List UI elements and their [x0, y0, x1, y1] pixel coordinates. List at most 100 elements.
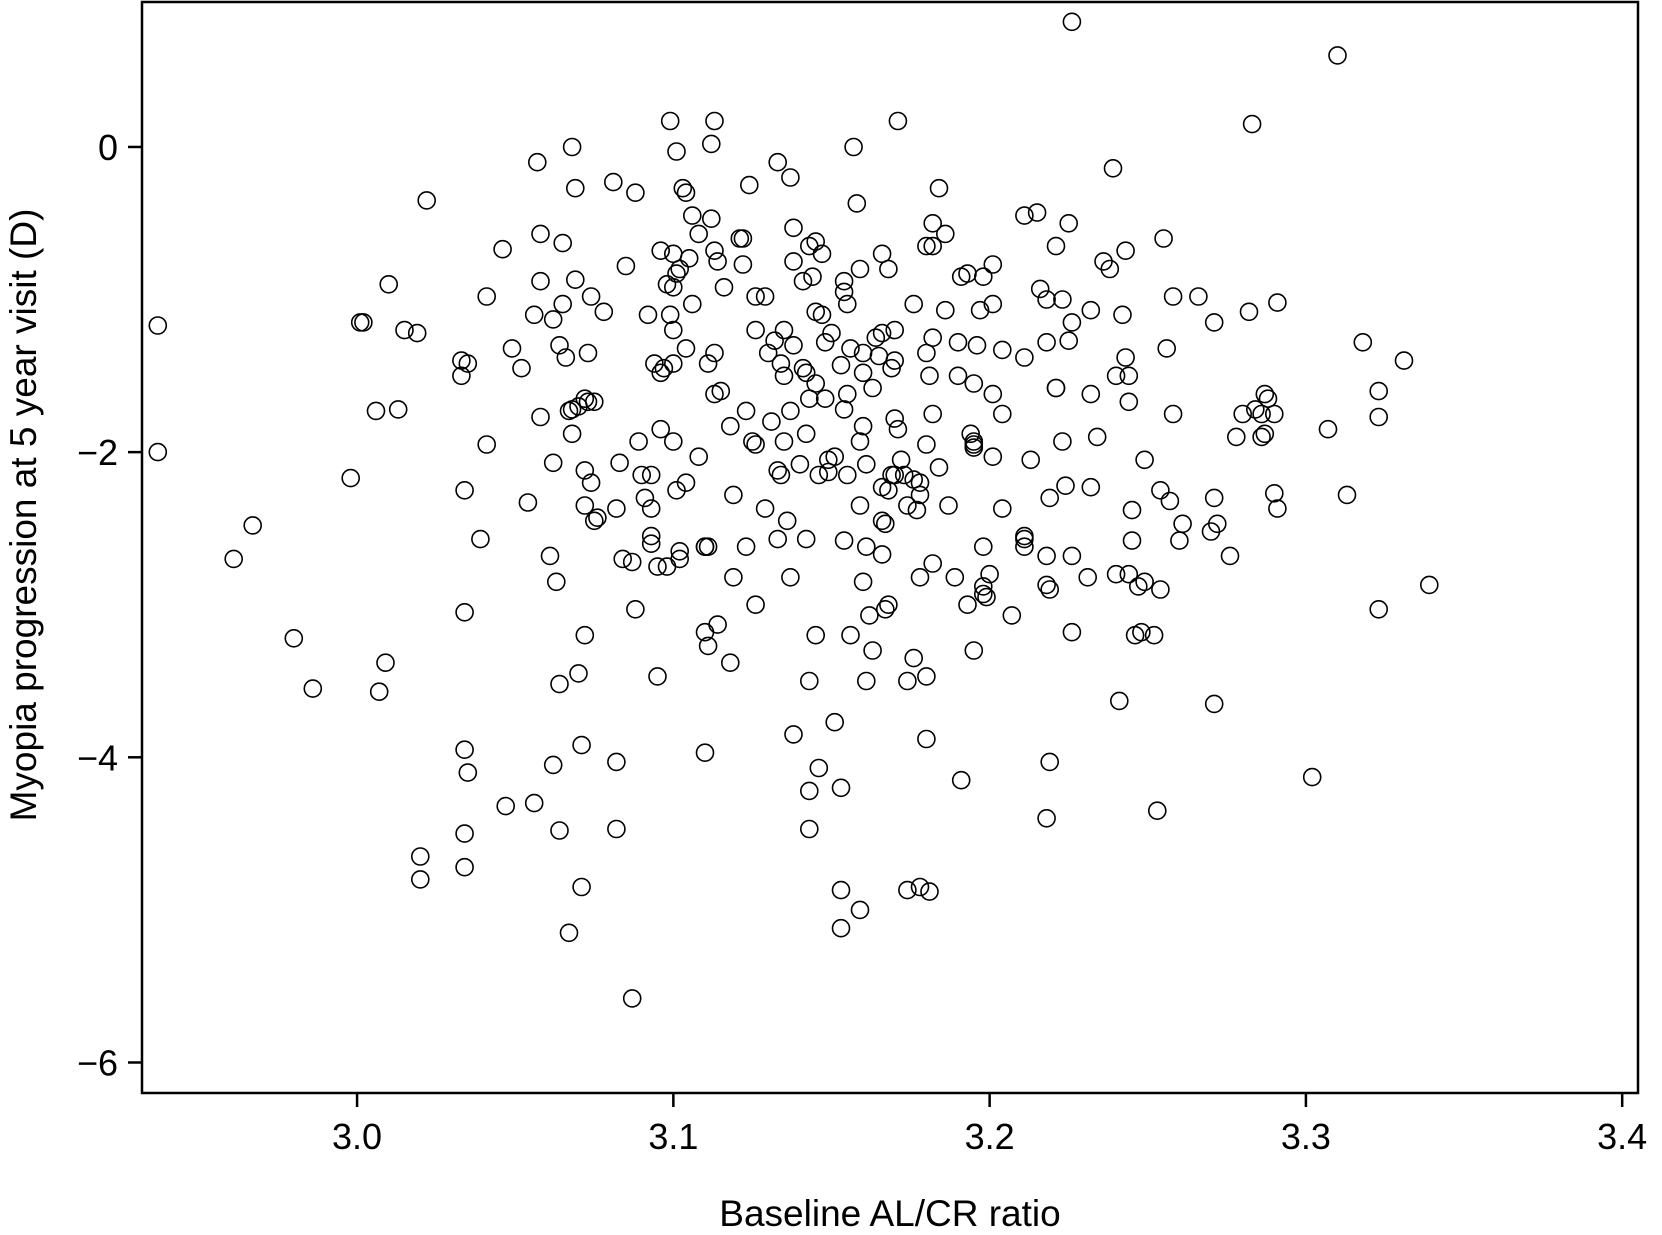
data-point — [1119, 366, 1139, 386]
data-point — [733, 255, 753, 274]
y-tick-label: −6 — [77, 1042, 118, 1083]
data-point — [553, 294, 573, 314]
data-point — [917, 343, 936, 363]
data-point — [733, 229, 753, 248]
data-point — [565, 178, 585, 198]
data-point — [875, 599, 895, 619]
data-point — [948, 366, 968, 386]
data-point — [958, 595, 977, 615]
data-point — [796, 363, 816, 383]
data-point — [682, 294, 702, 314]
data-point — [1087, 427, 1107, 447]
data-point — [603, 172, 623, 192]
data-point — [572, 877, 591, 897]
data-point — [1129, 577, 1148, 596]
data-point — [657, 557, 677, 576]
data-point — [458, 354, 478, 373]
data-point — [607, 499, 626, 518]
data-point — [923, 214, 943, 233]
data-point — [1265, 483, 1284, 503]
data-point — [388, 400, 408, 419]
data-point — [1119, 564, 1139, 584]
data-point — [1242, 114, 1262, 134]
data-point — [243, 516, 262, 535]
data-point — [284, 628, 304, 648]
data-point — [853, 416, 873, 436]
data-point — [1255, 424, 1275, 444]
data-point — [1157, 339, 1176, 358]
data-point — [455, 824, 474, 843]
data-point — [1201, 522, 1221, 541]
data-point — [698, 354, 718, 373]
data-point — [1037, 808, 1056, 828]
data-point — [774, 320, 794, 340]
data-point — [714, 277, 734, 297]
data-point — [531, 224, 550, 244]
data-point — [616, 256, 636, 276]
data-point — [1369, 599, 1388, 619]
data-point — [1268, 499, 1287, 518]
data-point — [746, 287, 765, 306]
data-point — [923, 236, 943, 256]
data-point — [1227, 427, 1246, 447]
data-point — [622, 989, 642, 1008]
data-point — [837, 384, 857, 404]
data-point — [645, 354, 664, 373]
data-point — [774, 432, 794, 451]
data-point — [550, 674, 569, 694]
data-point — [879, 259, 898, 279]
data-point — [531, 407, 550, 427]
data-point — [1239, 302, 1259, 322]
data-point — [1081, 300, 1101, 320]
data-point — [1059, 331, 1078, 351]
data-point — [698, 636, 718, 656]
data-point — [410, 847, 430, 866]
data-point — [837, 465, 857, 485]
data-point — [670, 259, 690, 279]
data-point — [834, 271, 854, 291]
data-point — [1062, 313, 1082, 332]
data-points — [148, 12, 1439, 1008]
data-point — [660, 305, 680, 325]
data-point — [667, 142, 686, 161]
data-point — [540, 546, 560, 566]
data-point — [626, 183, 645, 202]
data-point — [1081, 477, 1101, 497]
data-point — [626, 599, 645, 619]
data-point — [967, 335, 987, 355]
data-point — [1094, 252, 1113, 271]
data-point — [831, 778, 851, 798]
data-point — [512, 358, 531, 378]
data-point — [1170, 531, 1189, 550]
data-point — [518, 493, 538, 512]
data-point — [638, 305, 658, 325]
data-point — [1040, 488, 1059, 508]
data-point — [1053, 290, 1072, 309]
data-point — [964, 374, 984, 393]
data-point — [1135, 572, 1154, 592]
data-point — [973, 584, 993, 604]
data-point — [784, 218, 803, 238]
data-point — [964, 435, 984, 454]
data-point — [584, 511, 604, 531]
data-point — [831, 355, 851, 375]
data-point — [920, 882, 939, 901]
data-point — [594, 302, 614, 322]
data-point — [648, 557, 667, 576]
data-point — [898, 496, 917, 515]
data-point — [575, 461, 595, 480]
data-point — [689, 447, 709, 467]
data-point — [689, 224, 709, 244]
data-point — [724, 567, 743, 587]
data-point — [720, 416, 740, 436]
data-point — [1173, 514, 1192, 534]
data-point — [929, 178, 949, 198]
data-point — [945, 567, 965, 587]
data-point — [366, 401, 386, 421]
data-point — [894, 465, 914, 485]
data-point — [1116, 348, 1135, 367]
data-point — [853, 572, 873, 592]
data-point — [929, 458, 949, 477]
data-point — [879, 595, 898, 615]
data-point — [973, 577, 993, 596]
